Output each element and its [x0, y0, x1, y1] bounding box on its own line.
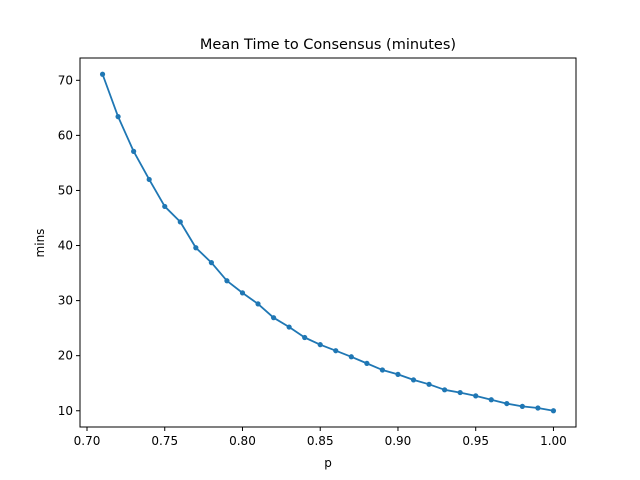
data-point [333, 348, 339, 354]
y-axis-label: mins [33, 229, 47, 258]
x-tick-label: 0.70 [74, 434, 101, 448]
data-point [302, 334, 308, 341]
data-point [364, 360, 370, 366]
data-point [410, 377, 417, 383]
y-tick-label: 30 [58, 294, 73, 308]
data-point [286, 324, 292, 330]
data-point [239, 290, 246, 296]
data-point [162, 203, 168, 210]
series-line [101, 73, 554, 412]
data-point [224, 278, 230, 284]
data-point [99, 71, 106, 77]
data-point [519, 403, 525, 409]
data-point [395, 371, 401, 377]
data-point [146, 176, 152, 183]
x-tick-label: 0.80 [229, 434, 256, 448]
chart-title: Mean Time to Consensus (minutes) [200, 37, 456, 53]
data-point [504, 400, 510, 407]
x-axis-label: p [324, 456, 332, 470]
data-point [208, 260, 214, 266]
x-axis-ticks: 0.70 0.75 0.80 0.85 0.90 0.95 1.00 [74, 427, 567, 448]
x-tick-label: 0.75 [151, 434, 178, 448]
data-point [255, 301, 261, 307]
y-tick-label: 50 [58, 183, 73, 197]
data-point [457, 389, 463, 396]
data-point [193, 245, 199, 251]
data-point [115, 114, 121, 120]
data-point [488, 397, 494, 403]
y-tick-label: 60 [58, 128, 73, 142]
x-tick-label: 0.90 [385, 434, 412, 448]
data-point [473, 393, 479, 399]
data-point [270, 315, 277, 321]
x-tick-label: 0.95 [462, 434, 489, 448]
y-tick-label: 20 [58, 349, 73, 363]
y-tick-label: 70 [58, 73, 73, 87]
plot-frame [79, 57, 577, 428]
y-tick-label: 10 [58, 404, 73, 418]
data-point [177, 219, 183, 225]
y-tick-label: 40 [58, 239, 73, 253]
x-tick-label: 1.00 [540, 434, 567, 448]
data-point [348, 354, 354, 360]
data-point [550, 408, 557, 414]
x-tick-label: 0.85 [307, 434, 334, 448]
data-point [379, 367, 386, 373]
data-point [442, 387, 448, 393]
data-point [535, 405, 541, 411]
data-point [317, 342, 323, 348]
data-point [426, 381, 432, 387]
series-layer [99, 71, 557, 414]
data-point [131, 148, 137, 154]
y-axis-ticks: 10 20 30 40 50 60 70 [58, 73, 80, 418]
